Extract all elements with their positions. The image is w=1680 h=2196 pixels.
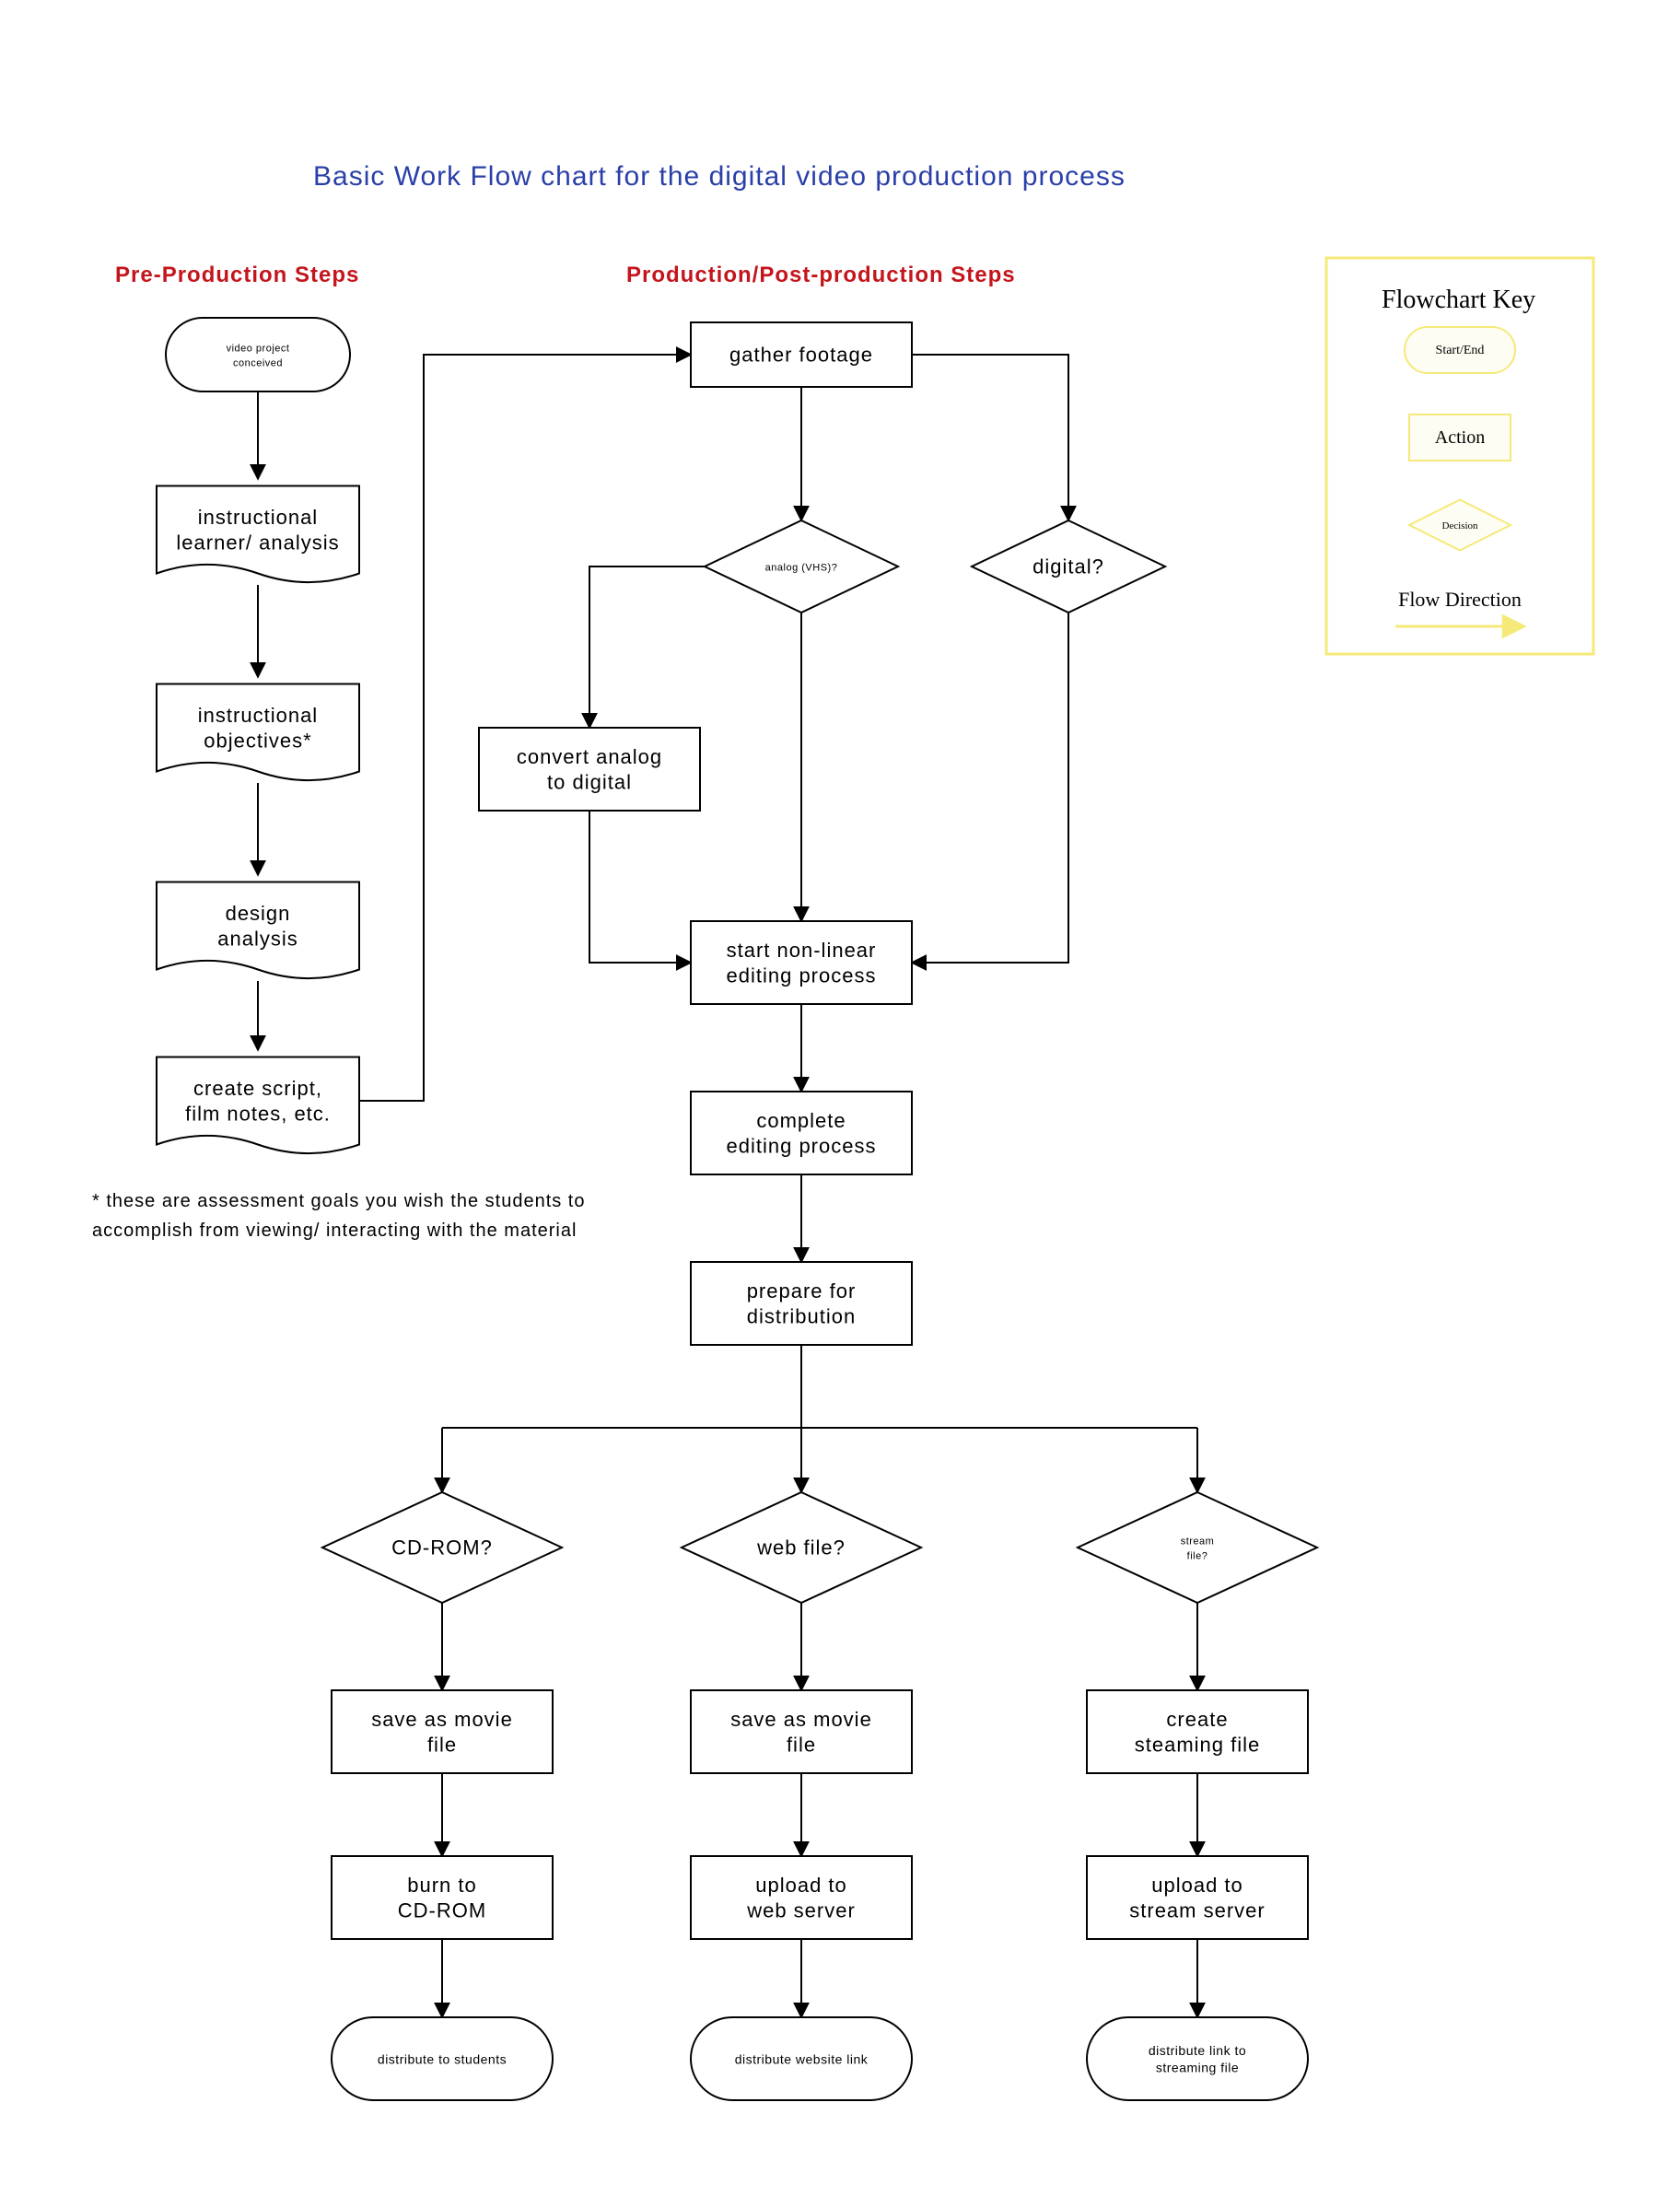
node-cd_save: save as moviefile: [332, 1690, 553, 1773]
node-label: create: [1166, 1708, 1228, 1731]
node-stream_q: stream file?: [1078, 1492, 1317, 1603]
node-learner: instructionallearner/ analysis: [157, 486, 359, 583]
svg-text:Action: Action: [1435, 427, 1485, 448]
node-label: CD-ROM: [398, 1898, 486, 1922]
node-label: digital?: [1032, 555, 1104, 578]
node-label: gather footage: [729, 344, 873, 367]
node-complete: completeediting process: [691, 1092, 912, 1174]
node-str_upload: upload tostream server: [1087, 1856, 1308, 1939]
node-label: prepare for: [747, 1279, 857, 1302]
node-label: editing process: [727, 964, 877, 987]
node-label: web file?: [756, 1536, 846, 1559]
node-label: distribute website link: [735, 2051, 869, 2066]
node-web_q: web file?: [682, 1492, 921, 1603]
node-label: distribute link to: [1149, 2043, 1246, 2058]
node-label: save as movie: [730, 1708, 872, 1731]
node-design: designanalysis: [157, 882, 359, 979]
node-objectives: instructionalobjectives*: [157, 684, 359, 781]
svg-text:Flow Direction: Flow Direction: [1398, 588, 1522, 611]
flowchart-svg: Start/End Action Decision Flow Direction vid…: [0, 0, 1680, 2196]
node-str_create: createsteaming file: [1087, 1690, 1308, 1773]
node-cd_end: distribute to students: [332, 2017, 553, 2100]
node-analog: analog (VHS)?: [705, 520, 898, 613]
edge: [589, 811, 691, 963]
svg-text:Start/End: Start/End: [1436, 344, 1485, 357]
node-label: start non-linear: [727, 939, 877, 962]
node-digital: digital?: [972, 520, 1165, 613]
page: Basic Work Flow chart for the digital vi…: [0, 0, 1680, 2196]
node-label: objectives*: [204, 729, 311, 752]
node-cd_burn: burn toCD-ROM: [332, 1856, 553, 1939]
node-label: instructional: [198, 704, 318, 727]
node-label: file: [427, 1733, 457, 1756]
node-conceived: video project conceived: [166, 318, 350, 391]
node-label: distribute to students: [378, 2051, 507, 2066]
node-label: upload to: [1151, 1874, 1243, 1897]
node-label: steaming file: [1135, 1733, 1261, 1756]
node-label: design: [226, 902, 291, 925]
node-label: create script,: [193, 1077, 322, 1100]
node-gather: gather footage: [691, 322, 912, 387]
edge: [589, 567, 705, 728]
node-label: file: [787, 1733, 816, 1756]
node-label: distribution: [747, 1304, 856, 1327]
node-label: web server: [746, 1898, 856, 1922]
node-web_end: distribute website link: [691, 2017, 912, 2100]
node-web_save: save as moviefile: [691, 1690, 912, 1773]
node-label: complete: [756, 1109, 846, 1132]
node-label: film notes, etc.: [185, 1102, 331, 1125]
node-prepare: prepare fordistribution: [691, 1262, 912, 1345]
node-label: file?: [1187, 1551, 1208, 1562]
node-label: streaming file: [1156, 2061, 1239, 2075]
node-label: conceived: [233, 358, 283, 369]
node-label: instructional: [198, 506, 318, 529]
node-label: upload to: [755, 1874, 847, 1897]
node-startedit: start non-linearediting process: [691, 921, 912, 1004]
edge: [912, 355, 1068, 520]
nodes: video projectconceivedinstructionallearn…: [157, 318, 1317, 2100]
node-str_end: distribute link to streaming file: [1087, 2017, 1308, 2100]
node-label: convert analog: [517, 745, 662, 768]
node-label: save as movie: [371, 1708, 513, 1731]
node-label: editing process: [727, 1134, 877, 1157]
node-cdrom_q: CD-ROM?: [322, 1492, 562, 1603]
node-label: analysis: [217, 927, 298, 950]
node-label: stream server: [1129, 1898, 1265, 1922]
svg-text:Decision: Decision: [1441, 520, 1478, 531]
node-convert: convert analogto digital: [479, 728, 700, 811]
node-label: learner/ analysis: [176, 531, 339, 554]
edge: [912, 613, 1068, 963]
node-label: video project: [227, 343, 290, 354]
node-label: burn to: [407, 1874, 477, 1897]
node-script: create script,film notes, etc.: [157, 1057, 359, 1154]
node-web_upload: upload toweb server: [691, 1856, 912, 1939]
node-label: to digital: [547, 770, 632, 793]
node-label: analog (VHS)?: [765, 563, 838, 574]
node-label: stream: [1181, 1536, 1215, 1547]
node-label: CD-ROM?: [391, 1536, 493, 1559]
